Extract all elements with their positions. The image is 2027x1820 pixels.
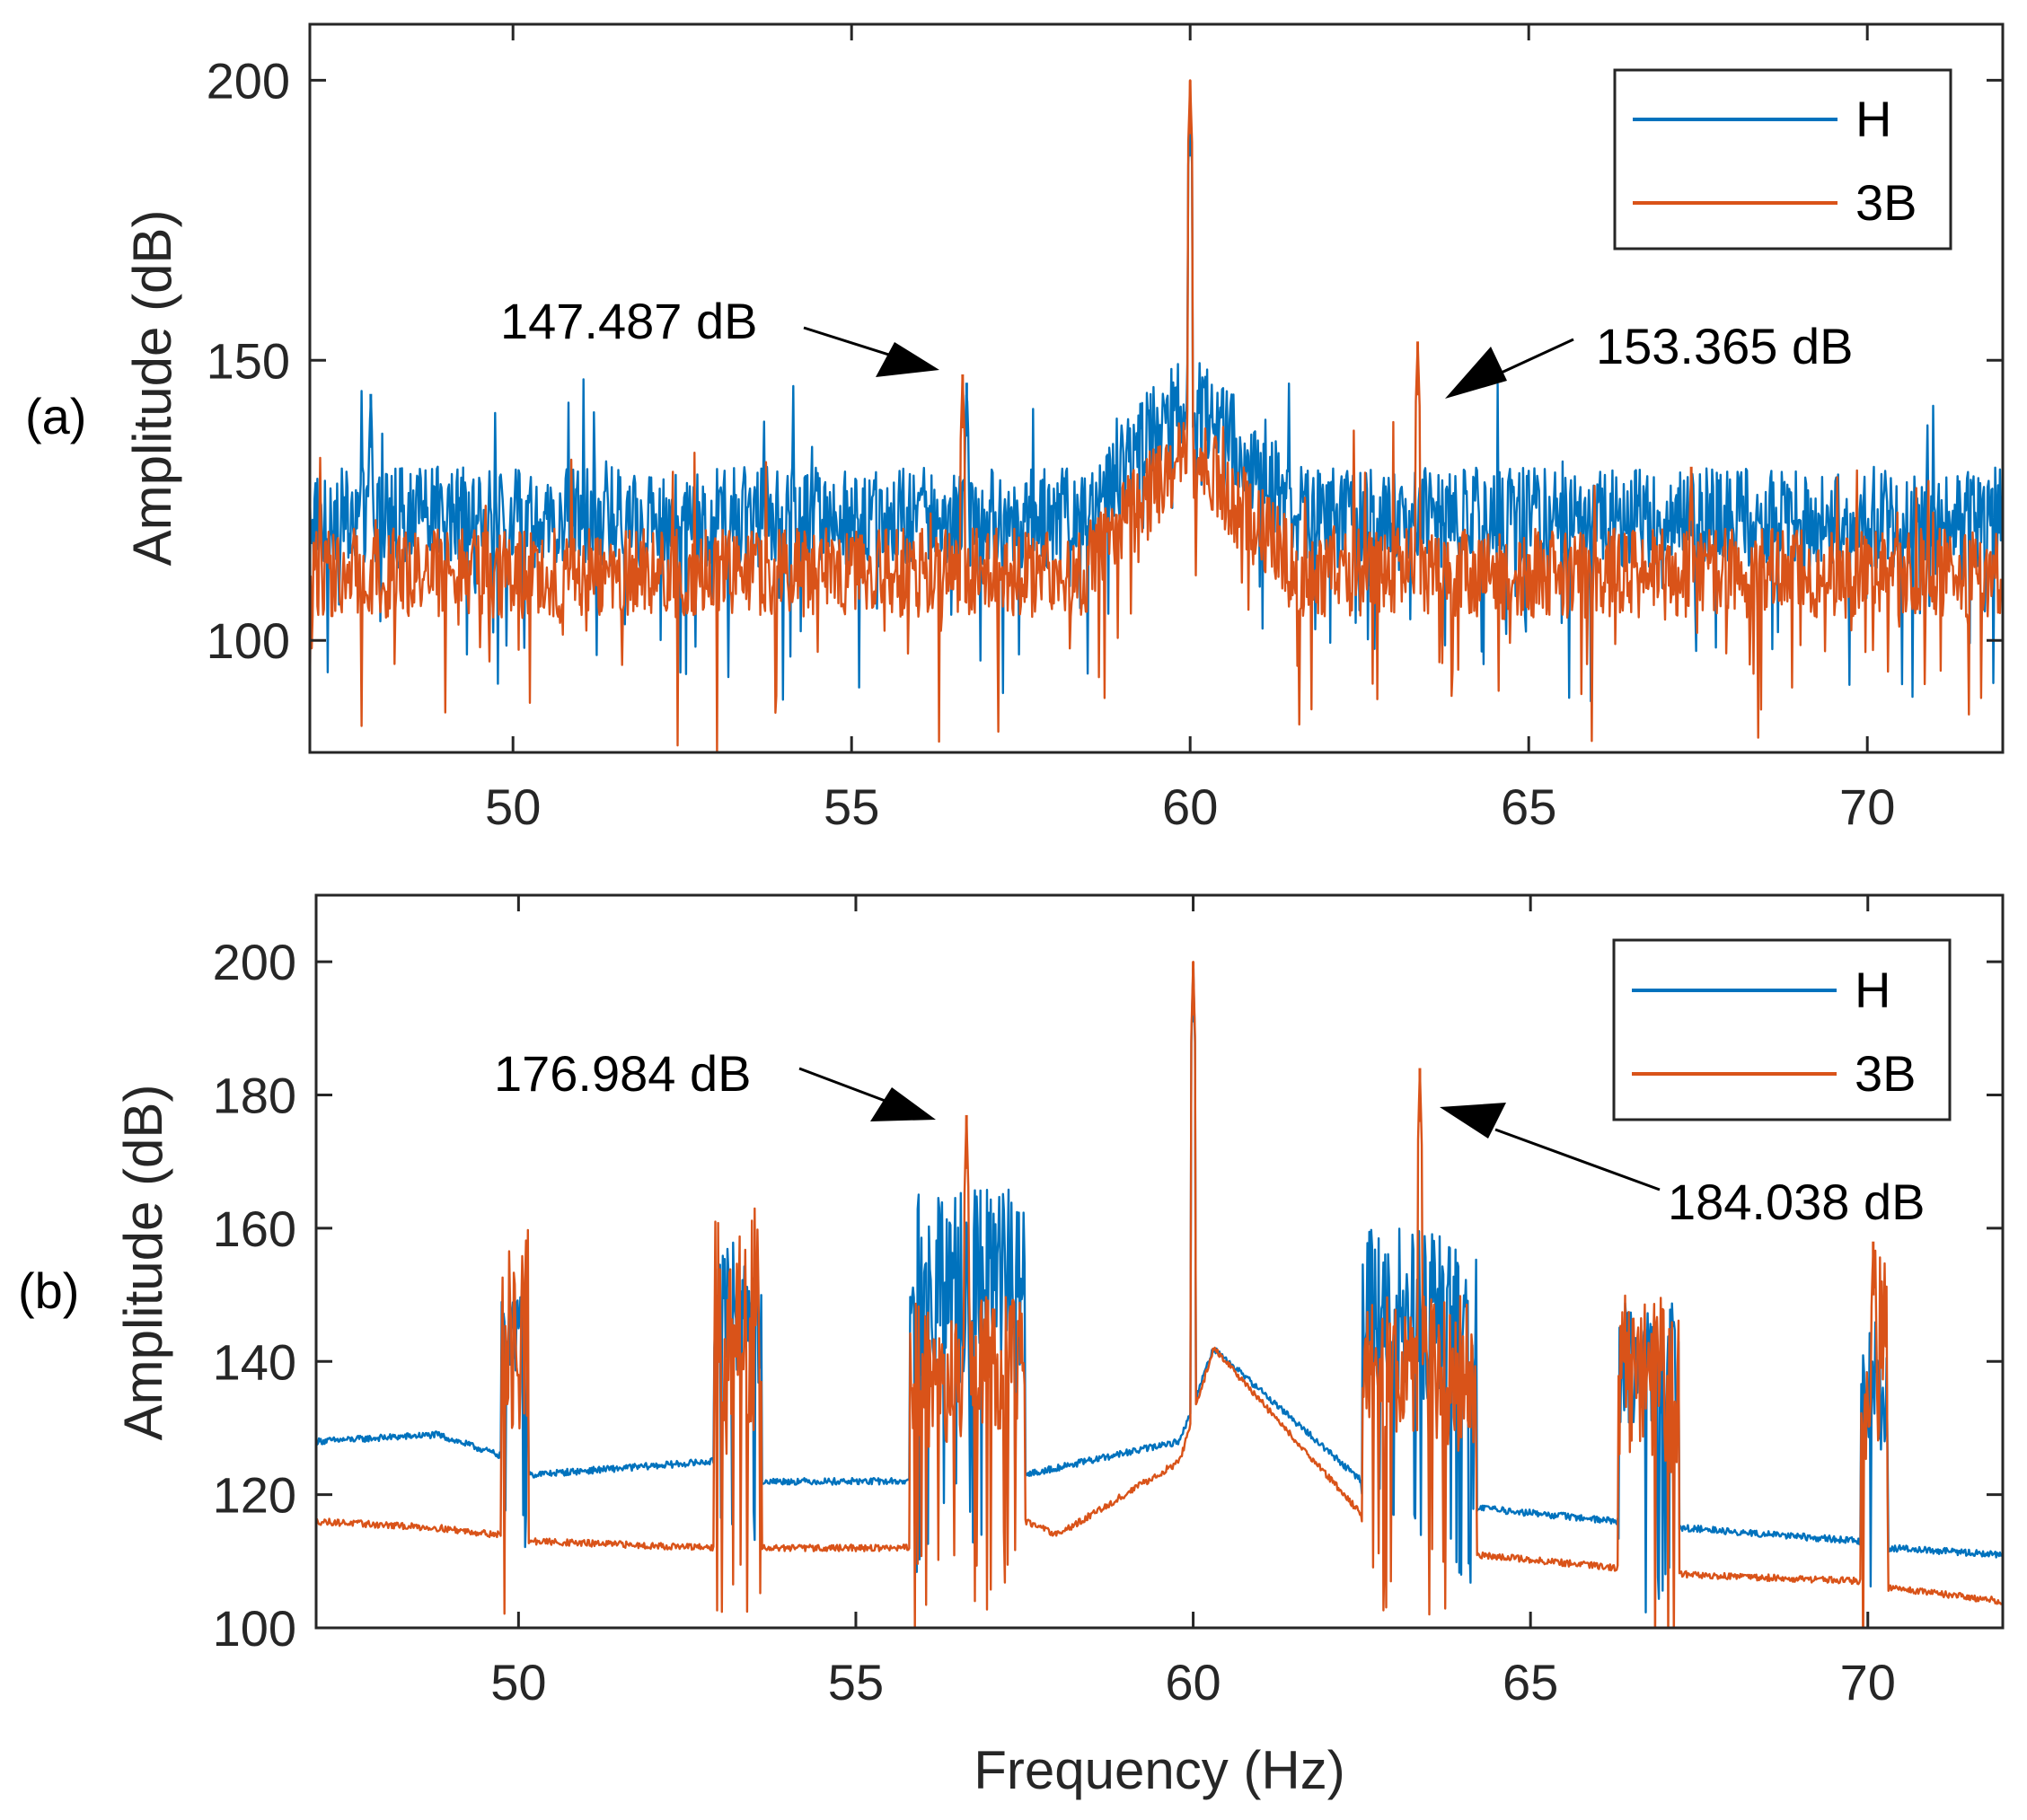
- y-axis-label-b: Amplitude (dB): [113, 1085, 173, 1441]
- annotation-arrowhead-b1: [870, 1087, 936, 1121]
- x-tick-label: 60: [1165, 1654, 1221, 1710]
- legend-label-3b-a: 3B: [1855, 174, 1917, 231]
- x-axis-label: Frequency (Hz): [974, 1740, 1344, 1800]
- y-tick-label: 150: [207, 332, 290, 389]
- legend-box-a: [1613, 68, 1952, 251]
- axes-box-b: [314, 893, 2005, 1630]
- ticks-b: 50 55 60 65 70 100 120 140 160 180 200: [213, 895, 2003, 1710]
- legend-a: H 3B: [1613, 68, 1952, 251]
- y-tick-label: 200: [213, 934, 296, 990]
- y-tick-label: 100: [207, 612, 290, 669]
- y-tick-label: 180: [213, 1068, 296, 1124]
- y-tick-label: 100: [213, 1600, 296, 1657]
- annotation-label-b2: 184.038 dB: [1668, 1174, 1925, 1230]
- legend-b: H 3B: [1612, 938, 1952, 1121]
- panel-b: 50 55 60 65 70 100 120 140 160 180 200 Amplitude (…: [18, 893, 2005, 1800]
- x-tick-label: 70: [1840, 1654, 1896, 1710]
- annotation-label-b1: 176.984 dB: [494, 1045, 751, 1102]
- x-tick-label: 50: [485, 778, 541, 835]
- y-tick-label: 140: [213, 1333, 296, 1390]
- y-tick-label: 160: [213, 1200, 296, 1257]
- panel-label-b: (b): [18, 1262, 79, 1319]
- annotation-arrowhead-b2: [1440, 1103, 1506, 1139]
- axes-box-a: [308, 22, 2005, 754]
- ticks-a: 50 55 60 65 70 100 150 200: [207, 24, 2003, 835]
- panel-label-a: (a): [25, 388, 86, 444]
- x-tick-label: 55: [824, 778, 879, 835]
- y-tick-label: 120: [213, 1467, 296, 1524]
- series-line-3b-b: [316, 960, 2003, 1628]
- grid-b: [517, 895, 1869, 1628]
- series-line-3b-a: [310, 79, 2003, 752]
- x-tick-label: 65: [1501, 778, 1556, 835]
- panel-a: 50 55 60 65 70 100 150 200 Amplitude (dB) (a) 1…: [25, 22, 2005, 835]
- legend-label-h-a: H: [1855, 91, 1891, 147]
- annotation-arrow-line-b2: [1494, 1128, 1661, 1191]
- x-tick-label: 60: [1162, 778, 1218, 835]
- legend-label-h-b: H: [1855, 962, 1890, 1018]
- annotation-label-a1: 147.487 dB: [500, 293, 757, 349]
- y-axis-label-a: Amplitude (dB): [122, 210, 182, 567]
- annotation-arrowhead-a2: [1445, 347, 1507, 399]
- y-tick-label: 200: [207, 52, 290, 109]
- series-group-b: [316, 960, 2003, 1628]
- series-group-a: [310, 79, 2003, 752]
- x-tick-label: 70: [1839, 778, 1895, 835]
- x-tick-label: 55: [828, 1654, 884, 1710]
- series-line-h-b: [316, 967, 2003, 1614]
- annotation-arrowhead-a1: [876, 342, 939, 377]
- x-tick-label: 50: [490, 1654, 546, 1710]
- annotation-label-a2: 153.365 dB: [1596, 318, 1853, 374]
- x-tick-label: 65: [1503, 1654, 1558, 1710]
- legend-label-3b-b: 3B: [1855, 1045, 1917, 1102]
- legend-box-b: [1612, 938, 1952, 1121]
